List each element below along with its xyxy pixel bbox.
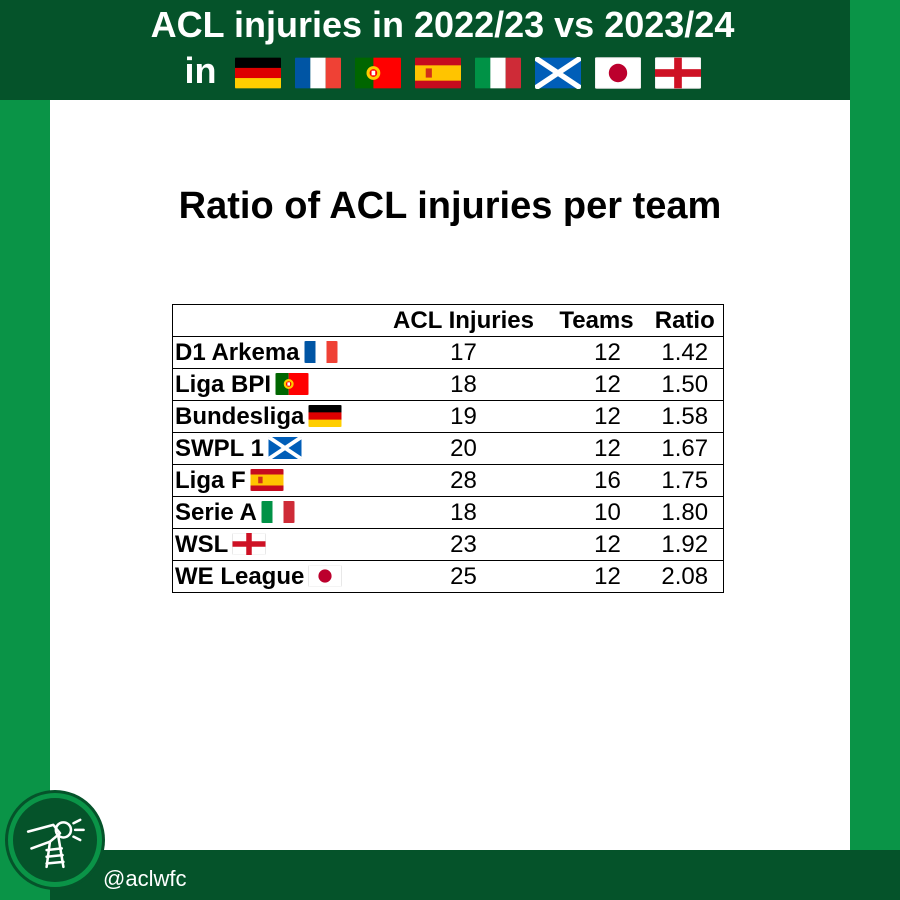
column-header-teams: Teams <box>546 304 647 337</box>
spain-flag-icon <box>414 57 461 89</box>
footer-band <box>50 850 900 900</box>
league-name: Liga F <box>175 466 246 494</box>
table-row: Serie A 18 10 1.80 <box>172 496 724 529</box>
england-flag-icon <box>654 57 701 90</box>
league-name: Liga BPI <box>175 370 272 398</box>
table-header-row: ACL Injuries Teams Ratio <box>172 304 724 337</box>
league-cell: WE League <box>172 560 381 593</box>
ratio-cell: 1.50 <box>646 368 724 401</box>
france-flag-icon <box>294 57 341 89</box>
header-title-line2: in <box>0 48 885 94</box>
league-name: SWPL 1 <box>175 434 264 462</box>
header-title-line1: ACL injuries in 2022/23 vs 2023/24 <box>150 4 735 45</box>
japan-flag-icon <box>594 57 641 90</box>
table-row: WE League 25 12 2.08 <box>172 560 724 593</box>
table-row: Liga F 28 16 1.75 <box>172 464 724 497</box>
injuries-cell: 20 <box>380 432 547 465</box>
japan-flag-icon <box>308 564 343 587</box>
social-handle[interactable]: @aclwfc <box>103 866 187 891</box>
ratio-cell: 1.58 <box>646 400 724 433</box>
injuries-cell: 18 <box>380 368 547 401</box>
league-name: WE League <box>175 562 305 590</box>
header-flag-row <box>234 57 701 90</box>
league-name: Bundesliga <box>175 402 305 430</box>
league-name: WSL <box>175 530 229 558</box>
league-cell: WSL <box>172 528 381 561</box>
teams-cell: 12 <box>546 336 647 369</box>
germany-flag-icon <box>234 57 281 89</box>
ratio-cell: 1.67 <box>646 432 724 465</box>
injuries-cell: 17 <box>380 336 547 369</box>
germany-flag-icon <box>308 404 342 427</box>
table-row: SWPL 1 20 12 1.67 <box>172 432 724 465</box>
league-cell: Liga F <box>172 464 381 497</box>
scotland-flag-icon <box>534 57 581 90</box>
knee-injury-logo-icon <box>8 793 102 887</box>
injuries-cell: 19 <box>380 400 547 433</box>
france-flag-icon <box>304 340 338 363</box>
teams-cell: 12 <box>546 432 647 465</box>
injuries-cell: 25 <box>380 560 547 593</box>
teams-cell: 12 <box>546 400 647 433</box>
teams-cell: 12 <box>546 528 647 561</box>
teams-cell: 12 <box>546 368 647 401</box>
league-name: Serie A <box>175 498 257 526</box>
injuries-cell: 28 <box>380 464 547 497</box>
spain-flag-icon <box>250 468 284 491</box>
league-cell: Bundesliga <box>172 400 381 433</box>
england-flag-icon <box>232 532 267 555</box>
italy-flag-icon <box>261 500 295 523</box>
column-header-league <box>172 304 381 337</box>
ratio-cell: 1.75 <box>646 464 724 497</box>
header-title: ACL injuries in 2022/23 vs 2023/24 in <box>0 2 885 94</box>
league-cell: SWPL 1 <box>172 432 381 465</box>
portugal-flag-icon <box>275 372 309 395</box>
header-title-prefix: in <box>184 50 217 91</box>
table-row: Bundesliga 19 12 1.58 <box>172 400 724 433</box>
ratio-cell: 2.08 <box>646 560 724 593</box>
scotland-flag-icon <box>267 436 302 459</box>
logo-drawing <box>26 818 85 869</box>
acl-ratio-table: ACL Injuries Teams Ratio D1 Arkema 17 12 1.… <box>172 304 724 593</box>
ratio-cell: 1.80 <box>646 496 724 529</box>
league-cell: Serie A <box>172 496 381 529</box>
table-row: Liga BPI 18 12 1.50 <box>172 368 724 401</box>
league-name: D1 Arkema <box>175 338 300 366</box>
league-cell: D1 Arkema <box>172 336 381 369</box>
portugal-flag-icon <box>354 57 401 89</box>
table-row: D1 Arkema 17 12 1.42 <box>172 336 724 369</box>
injuries-cell: 18 <box>380 496 547 529</box>
chart-title: Ratio of ACL injuries per team <box>178 185 722 227</box>
italy-flag-icon <box>474 57 521 89</box>
teams-cell: 12 <box>546 560 647 593</box>
ratio-cell: 1.42 <box>646 336 724 369</box>
table-row: WSL 23 12 1.92 <box>172 528 724 561</box>
ratio-cell: 1.92 <box>646 528 724 561</box>
teams-cell: 10 <box>546 496 647 529</box>
column-header-ratio: Ratio <box>646 304 724 337</box>
column-header-injuries: ACL Injuries <box>380 304 547 337</box>
injuries-cell: 23 <box>380 528 547 561</box>
league-cell: Liga BPI <box>172 368 381 401</box>
teams-cell: 16 <box>546 464 647 497</box>
